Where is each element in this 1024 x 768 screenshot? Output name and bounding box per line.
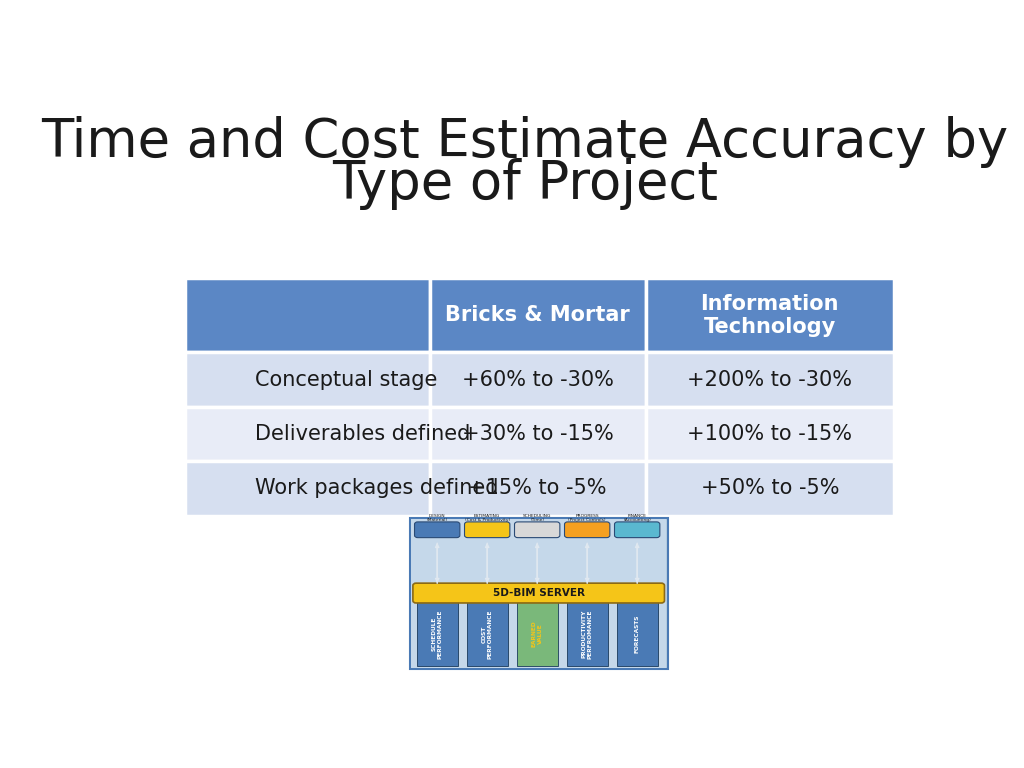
FancyBboxPatch shape xyxy=(185,461,430,515)
FancyBboxPatch shape xyxy=(467,602,508,666)
Text: +60% to -30%: +60% to -30% xyxy=(462,369,613,389)
FancyBboxPatch shape xyxy=(646,407,894,461)
FancyBboxPatch shape xyxy=(417,602,458,666)
FancyBboxPatch shape xyxy=(616,602,657,666)
FancyBboxPatch shape xyxy=(646,279,894,353)
Text: +30% to -15%: +30% to -15% xyxy=(462,424,613,444)
Text: +100% to -15%: +100% to -15% xyxy=(687,424,852,444)
FancyBboxPatch shape xyxy=(430,279,646,353)
FancyBboxPatch shape xyxy=(430,461,646,515)
Text: ESTIMATING
(Cost & Productivity): ESTIMATING (Cost & Productivity) xyxy=(465,514,510,522)
Text: Time and Cost Estimate Accuracy by: Time and Cost Estimate Accuracy by xyxy=(41,117,1009,168)
FancyBboxPatch shape xyxy=(413,583,665,603)
Text: +200% to -30%: +200% to -30% xyxy=(687,369,852,389)
FancyBboxPatch shape xyxy=(415,522,460,538)
FancyBboxPatch shape xyxy=(430,407,646,461)
Text: PRODUCTIVITY
PERFROMANCE: PRODUCTIVITY PERFROMANCE xyxy=(582,609,593,659)
Text: Bricks & Mortar: Bricks & Mortar xyxy=(445,306,630,326)
FancyBboxPatch shape xyxy=(646,461,894,515)
Text: EARNED
VALUE: EARNED VALUE xyxy=(531,621,543,647)
Text: COST
PERFORMANCE: COST PERFORMANCE xyxy=(481,609,493,659)
Text: SCHEDULING
(Time): SCHEDULING (Time) xyxy=(523,514,551,522)
FancyBboxPatch shape xyxy=(410,518,668,669)
FancyBboxPatch shape xyxy=(514,522,560,538)
FancyBboxPatch shape xyxy=(566,602,607,666)
FancyBboxPatch shape xyxy=(185,279,430,353)
FancyBboxPatch shape xyxy=(564,522,610,538)
FancyBboxPatch shape xyxy=(185,407,430,461)
FancyBboxPatch shape xyxy=(465,522,510,538)
FancyBboxPatch shape xyxy=(614,522,659,538)
Text: Type of Project: Type of Project xyxy=(332,157,718,210)
Text: +50% to -5%: +50% to -5% xyxy=(700,478,839,498)
Text: SCHEDULE
PERFORMANCE: SCHEDULE PERFORMANCE xyxy=(432,609,442,659)
Text: FORECASTS: FORECASTS xyxy=(635,615,640,654)
Text: +15% to -5%: +15% to -5% xyxy=(468,478,607,498)
Text: Information
Technology: Information Technology xyxy=(700,294,839,337)
FancyBboxPatch shape xyxy=(646,353,894,407)
Text: Work packages defined: Work packages defined xyxy=(255,478,499,498)
Text: DESIGN
(Material): DESIGN (Material) xyxy=(427,514,447,522)
Text: PROGRESS
(Project Controls): PROGRESS (Project Controls) xyxy=(568,514,606,522)
Text: 5D-BIM SERVER: 5D-BIM SERVER xyxy=(493,588,585,598)
Text: Deliverables defined: Deliverables defined xyxy=(255,424,470,444)
Text: FINANCE
(Accounting): FINANCE (Accounting) xyxy=(624,514,651,522)
FancyBboxPatch shape xyxy=(185,353,430,407)
Text: Conceptual stage: Conceptual stage xyxy=(255,369,437,389)
FancyBboxPatch shape xyxy=(412,519,666,667)
FancyBboxPatch shape xyxy=(430,353,646,407)
FancyBboxPatch shape xyxy=(517,602,558,666)
